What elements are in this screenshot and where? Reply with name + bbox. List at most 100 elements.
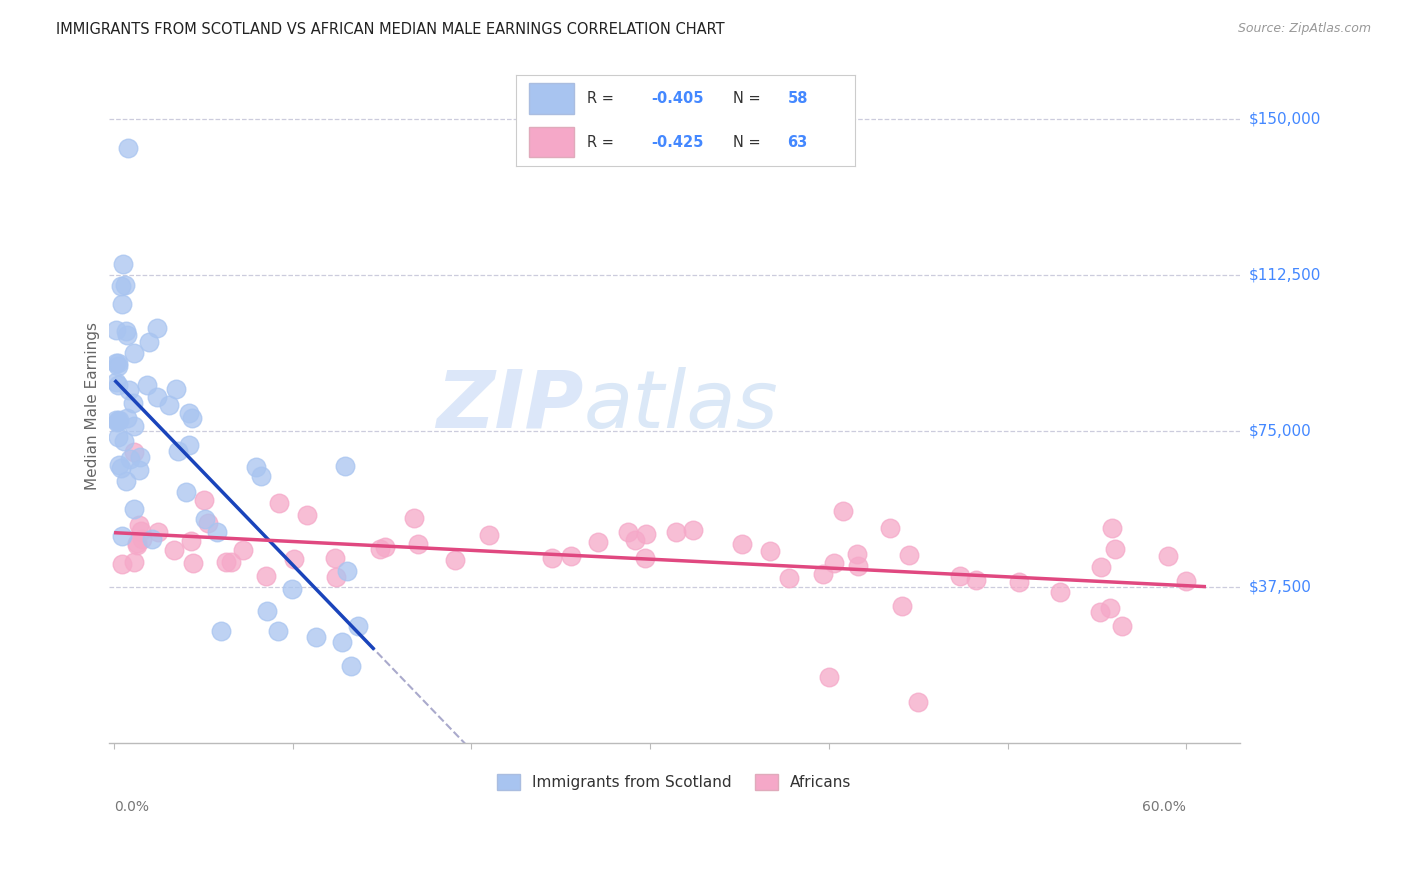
Point xyxy=(245,459,267,474)
Point xyxy=(408,537,430,551)
Point xyxy=(846,547,869,561)
Point xyxy=(759,544,782,558)
Point xyxy=(1111,619,1133,633)
Point xyxy=(250,469,273,483)
Point xyxy=(105,323,128,337)
Point xyxy=(1104,541,1126,556)
Legend: Immigrants from Scotland, Africans: Immigrants from Scotland, Africans xyxy=(491,768,858,797)
Point xyxy=(118,452,141,467)
Point xyxy=(478,528,501,542)
Point xyxy=(138,335,160,350)
Point xyxy=(114,278,136,293)
Point xyxy=(129,524,152,538)
Point xyxy=(374,540,396,554)
Point xyxy=(146,390,169,404)
Point xyxy=(664,524,686,539)
Point xyxy=(104,356,127,370)
Point xyxy=(105,415,128,429)
Text: $150,000: $150,000 xyxy=(1249,111,1320,126)
Point xyxy=(180,410,202,425)
Text: IMMIGRANTS FROM SCOTLAND VS AFRICAN MEDIAN MALE EARNINGS CORRELATION CHART: IMMIGRANTS FROM SCOTLAND VS AFRICAN MEDI… xyxy=(56,22,725,37)
Point xyxy=(256,604,278,618)
Point xyxy=(1088,605,1111,619)
Point xyxy=(295,508,318,522)
Point xyxy=(846,558,869,573)
Point xyxy=(404,511,426,525)
Point xyxy=(813,566,835,581)
Point xyxy=(111,558,134,572)
Point xyxy=(115,410,138,425)
Point xyxy=(108,458,131,472)
Point xyxy=(112,434,135,449)
Point xyxy=(115,328,138,343)
Point xyxy=(731,537,754,551)
Point xyxy=(232,542,254,557)
Point xyxy=(267,624,290,638)
Point xyxy=(330,635,353,649)
Point xyxy=(104,412,127,426)
Point xyxy=(823,556,845,570)
Point xyxy=(898,549,921,563)
Point xyxy=(110,279,132,293)
Point xyxy=(128,463,150,477)
Point xyxy=(346,618,368,632)
Point xyxy=(124,418,146,433)
Point xyxy=(444,553,467,567)
Point xyxy=(122,396,145,410)
Point xyxy=(215,554,238,568)
Point xyxy=(209,624,232,638)
Point xyxy=(634,551,657,566)
Text: 60.0%: 60.0% xyxy=(1143,799,1187,814)
Point xyxy=(540,550,562,565)
Point xyxy=(193,492,215,507)
Point xyxy=(122,445,145,459)
Point xyxy=(136,378,159,392)
Point xyxy=(682,523,704,537)
Point xyxy=(194,512,217,526)
Point xyxy=(157,398,180,412)
Point xyxy=(141,532,163,546)
Point xyxy=(305,630,328,644)
Point xyxy=(111,529,134,543)
Point xyxy=(831,504,853,518)
Text: 0.0%: 0.0% xyxy=(114,799,149,814)
Point xyxy=(949,569,972,583)
Point xyxy=(122,501,145,516)
Point xyxy=(891,599,914,614)
Point xyxy=(107,430,129,444)
Point xyxy=(1157,549,1180,563)
Text: atlas: atlas xyxy=(583,367,779,445)
Point xyxy=(107,414,129,428)
Point xyxy=(163,543,186,558)
Point xyxy=(115,474,138,488)
Point xyxy=(174,484,197,499)
Point xyxy=(146,525,169,540)
Point xyxy=(117,141,139,155)
Point xyxy=(115,324,138,338)
Y-axis label: Median Male Earnings: Median Male Earnings xyxy=(86,322,100,490)
Point xyxy=(907,695,929,709)
Point xyxy=(107,413,129,427)
Point xyxy=(221,555,243,569)
Point xyxy=(118,384,141,398)
Point xyxy=(122,555,145,569)
Point xyxy=(1008,574,1031,589)
Point xyxy=(129,450,152,465)
Point xyxy=(125,535,148,549)
Point xyxy=(166,444,188,458)
Point xyxy=(269,496,291,510)
Point xyxy=(111,257,134,271)
Point xyxy=(778,570,800,584)
Point xyxy=(1101,521,1123,535)
Point xyxy=(281,582,304,596)
Point xyxy=(336,564,359,578)
Text: $112,500: $112,500 xyxy=(1249,268,1320,282)
Point xyxy=(879,521,901,535)
Point xyxy=(146,321,169,335)
Point xyxy=(111,296,134,310)
Point xyxy=(181,556,204,570)
Point xyxy=(1175,574,1198,588)
Point xyxy=(254,569,277,583)
Point xyxy=(110,461,132,475)
Point xyxy=(131,532,153,546)
